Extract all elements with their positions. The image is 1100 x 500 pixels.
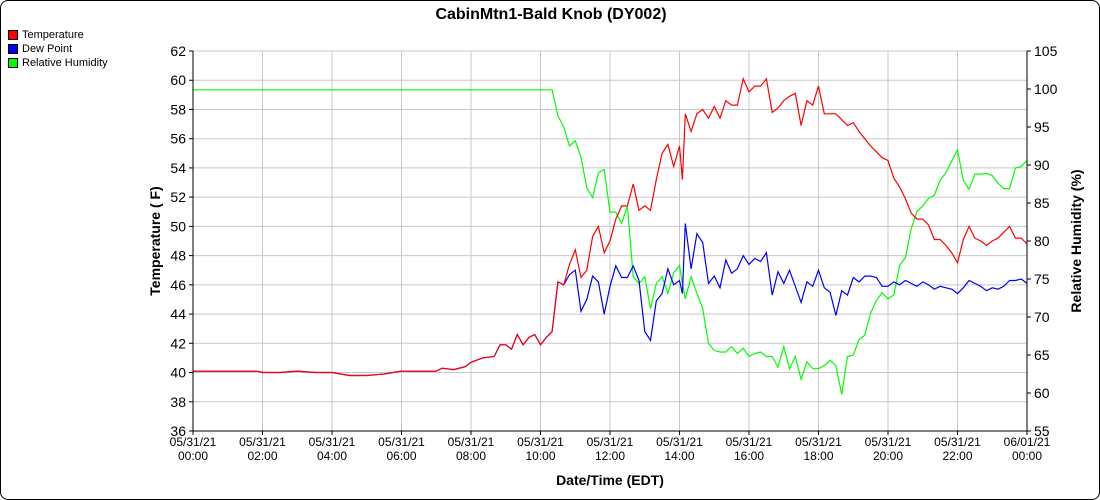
y2-tick-label: 85 [1034,195,1050,211]
y2-axis-label: Relative Humidity (%) [1068,169,1084,312]
y2-tick-label: 70 [1034,309,1050,325]
y-tick-label: 50 [170,218,186,234]
legend-label: Relative Humidity [22,57,108,69]
y-tick-label: 56 [170,131,186,147]
legend-swatch-relative-humidity [8,58,18,68]
x-tick-label: 05/31/21 10:00 [517,435,564,463]
legend: Temperature Dew Point Relative Humidity [8,28,108,70]
legend-label: Dew Point [22,43,73,55]
x-tick-label: 05/31/21 14:00 [656,435,703,463]
y2-tick-label: 75 [1034,271,1050,287]
y-tick-label: 52 [170,189,186,205]
y-tick-label: 42 [170,335,186,351]
y2-tick-label: 90 [1034,157,1050,173]
y-tick-label: 44 [170,306,186,322]
y-axis-label: Temperature ( F) [147,186,163,295]
x-tick-label: 05/31/21 18:00 [795,435,842,463]
x-tick-label: 05/31/21 16:00 [726,435,773,463]
legend-swatch-dew-point [8,44,18,54]
x-tick-label: 05/31/21 04:00 [309,435,356,463]
x-tick-label: 05/31/21 02:00 [239,435,286,463]
y-tick-label: 48 [170,248,186,264]
x-tick-label: 05/31/21 20:00 [865,435,912,463]
x-tick-label: 05/31/21 00:00 [170,435,217,463]
y2-tick-label: 60 [1034,385,1050,401]
series-line-temperature [193,76,1028,377]
x-axis-label: Date/Time (EDT) [556,472,664,488]
y2-tick-label: 100 [1034,81,1058,97]
x-tick-label: 05/31/21 06:00 [378,435,425,463]
y-tick-label: 36 [170,423,186,439]
y-tick-label: 54 [170,160,186,176]
x-tick-label: 05/31/21 12:00 [587,435,634,463]
y-tick-label: 60 [170,72,186,88]
x-tick-label: 05/31/21 08:00 [448,435,495,463]
legend-item-temperature: Temperature [8,28,108,42]
y-tick-label: 62 [170,43,186,59]
y-tick-label: 40 [170,365,186,381]
y-tick-label: 38 [170,394,186,410]
y2-tick-label: 105 [1034,43,1058,59]
legend-item-relative-humidity: Relative Humidity [8,56,108,70]
x-tick-label: 06/01/21 00:00 [1004,435,1051,463]
y2-tick-label: 80 [1034,233,1050,249]
y2-tick-label: 65 [1034,347,1050,363]
y2-tick-label: 95 [1034,119,1050,135]
legend-swatch-temperature [8,30,18,40]
legend-item-dew-point: Dew Point [8,42,108,56]
y-tick-label: 46 [170,277,186,293]
y-tick-label: 58 [170,101,186,117]
y2-tick-label: 55 [1034,423,1050,439]
legend-label: Temperature [22,29,84,41]
x-tick-label: 05/31/21 22:00 [934,435,981,463]
chart-title: CabinMtn1-Bald Knob (DY002) [435,6,667,23]
